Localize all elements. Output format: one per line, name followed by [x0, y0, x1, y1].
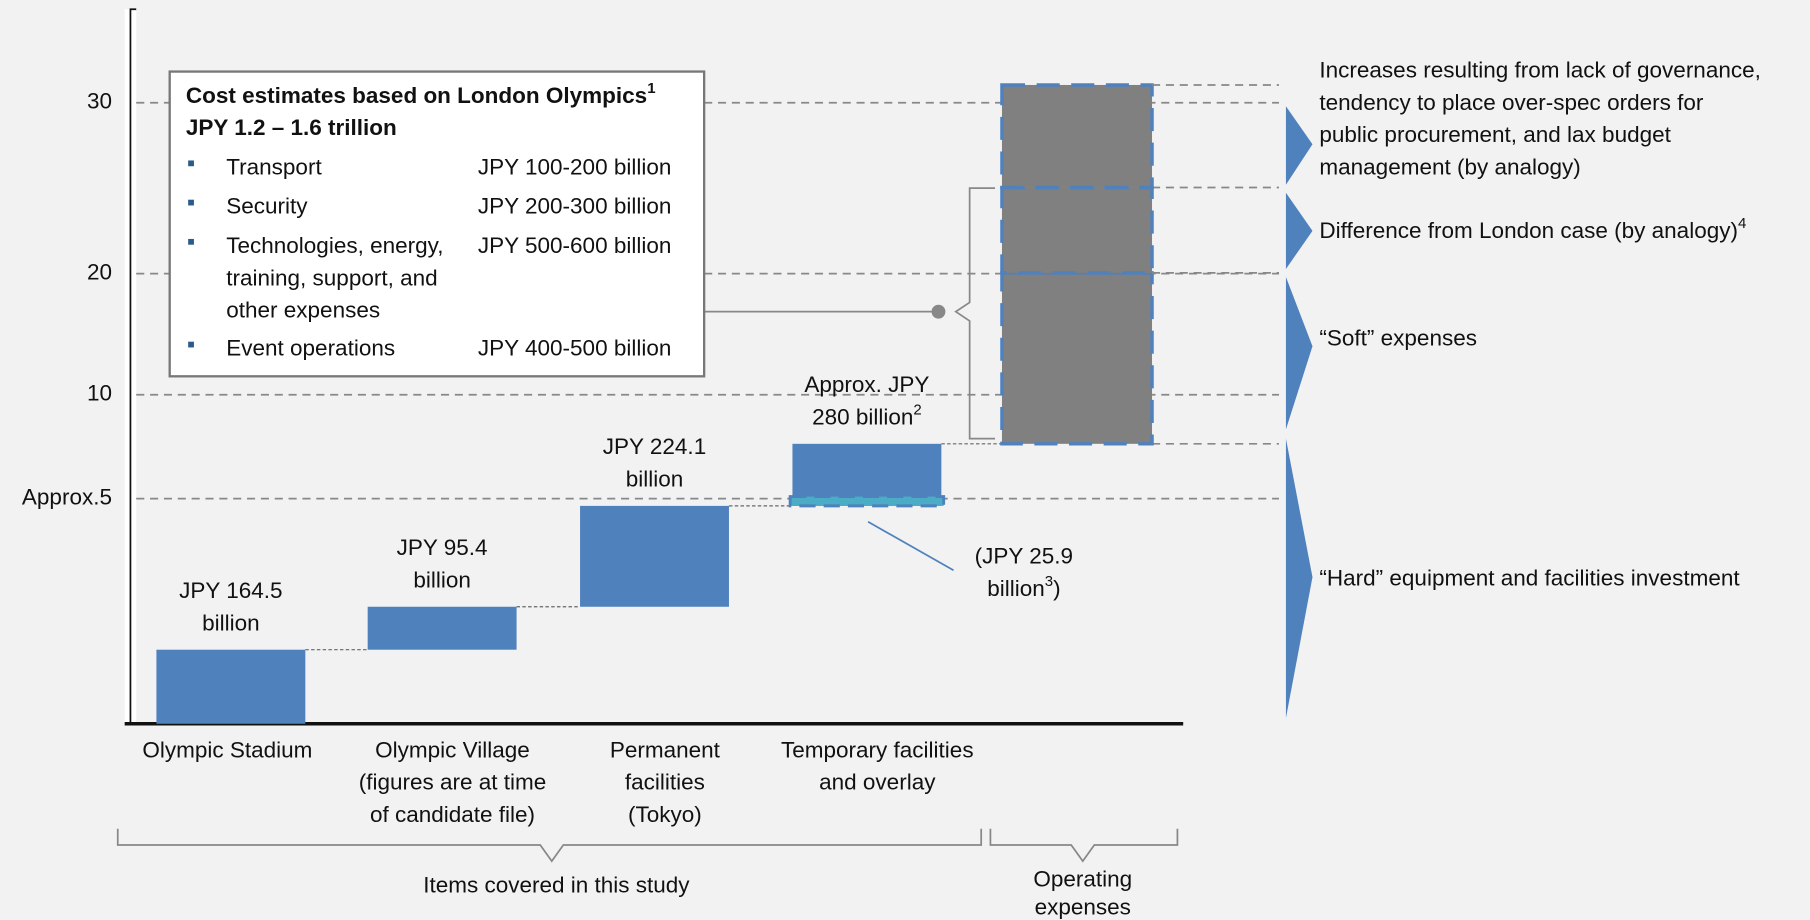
bullet [188, 160, 194, 167]
highlight-bar [788, 495, 946, 508]
right-label-text: tendency to place over-spec orders for [1319, 90, 1703, 115]
y-axis [129, 8, 137, 724]
x-tick-label: (figures are at time [359, 770, 547, 795]
value-label-text: billion [626, 466, 684, 491]
item-amount: JPY 500-600 billion [478, 233, 671, 258]
highlight-label: (JPY 25.9 [975, 543, 1073, 568]
bullet [188, 238, 194, 245]
group-label: Operating [1033, 867, 1132, 892]
value-label: JPY 95.4 [397, 535, 488, 560]
bar [367, 606, 517, 650]
value-label-text: JPY 95.4 [397, 535, 488, 560]
right-label-text: “Soft” expenses [1319, 325, 1477, 350]
right-label-text: Difference from London case (by analogy) [1319, 218, 1738, 243]
value-label: 280 billion2 [812, 401, 922, 429]
bullet [188, 341, 194, 348]
x-tick-label: of candidate file) [370, 802, 535, 827]
right-label: public procurement, and lax budget [1319, 122, 1671, 147]
item-name: training, support, and [226, 265, 437, 290]
item-amount: JPY 100-200 billion [478, 154, 671, 179]
operating-segment [1000, 271, 1154, 446]
x-tick-label: facilities [625, 770, 705, 795]
y-tick-label: 10 [87, 381, 112, 406]
group-label: expenses [1035, 894, 1131, 919]
right-label: management (by analogy) [1319, 154, 1580, 179]
right-label: Increases resulting from lack of governa… [1319, 58, 1760, 83]
footnote-mark: 2 [913, 401, 921, 418]
range-arrow [1285, 438, 1313, 718]
highlight-label: billion3) [987, 573, 1060, 601]
group-bracket [116, 828, 983, 863]
highlight-label-suffix: ) [1053, 576, 1060, 601]
highlight-label-text: billion [987, 576, 1045, 601]
value-label: billion [626, 466, 684, 491]
x-tick-label: Olympic Village [375, 737, 530, 762]
bar [580, 505, 729, 607]
footnote-mark: 4 [1738, 215, 1746, 232]
right-label: Difference from London case (by analogy)… [1319, 215, 1746, 243]
y-tick-label: 20 [87, 260, 112, 285]
pointer [867, 521, 954, 571]
value-label: Approx. JPY [804, 372, 929, 397]
range-arrow [1285, 106, 1313, 185]
range-arrow [1285, 192, 1313, 269]
value-label: JPY 164.5 [179, 578, 282, 603]
item-name: Technologies, energy, [226, 233, 443, 258]
right-label: “Hard” equipment and facilities investme… [1319, 565, 1740, 590]
operating-segment [1000, 185, 1154, 275]
x-tick-label: Olympic Stadium [142, 737, 312, 762]
right-label-text: management (by analogy) [1319, 154, 1580, 179]
item-name: other expenses [226, 298, 380, 323]
value-label-text: billion [202, 610, 260, 635]
highlight-label-text: (JPY 25.9 [975, 543, 1073, 568]
item-amount: JPY 400-500 billion [478, 336, 671, 361]
bullet [188, 199, 194, 206]
group-label: Items covered in this study [423, 872, 690, 897]
value-label: billion [413, 567, 471, 592]
footnote-mark: 1 [647, 80, 655, 97]
x-tick-label: Temporary facilities [781, 737, 974, 762]
item-name: Event operations [226, 336, 395, 361]
right-label-text: public procurement, and lax budget [1319, 122, 1671, 147]
info-box [168, 70, 706, 378]
footnote-mark: 3 [1045, 573, 1053, 590]
x-tick-label: (Tokyo) [628, 802, 702, 827]
y-tick-label: Approx.5 [22, 485, 112, 510]
value-label-text: billion [413, 567, 471, 592]
info-title-text: Cost estimates based on London Olympics [186, 83, 647, 108]
item-name: Transport [226, 154, 322, 179]
right-label: tendency to place over-spec orders for [1319, 90, 1703, 115]
bar [156, 649, 306, 724]
y-tick-label: 30 [87, 89, 112, 114]
range-arrow [1285, 277, 1313, 430]
x-tick-label: and overlay [819, 770, 936, 795]
value-label-text: JPY 164.5 [179, 578, 282, 603]
value-label: JPY 224.1 [603, 434, 706, 459]
value-label-text: JPY 224.1 [603, 434, 706, 459]
value-label-text: Approx. JPY [804, 372, 929, 397]
value-label: billion [202, 610, 260, 635]
group-bracket [989, 828, 1179, 863]
right-label-text: Increases resulting from lack of governa… [1319, 58, 1760, 83]
operating-segment [1000, 83, 1154, 190]
x-tick-label: Permanent [610, 737, 721, 762]
info-title: Cost estimates based on London Olympics1 [186, 80, 656, 108]
value-label-text: 280 billion [812, 404, 913, 429]
item-name: Security [226, 194, 308, 219]
brace [954, 187, 996, 440]
right-label: “Soft” expenses [1319, 325, 1477, 350]
right-label-text: “Hard” equipment and facilities investme… [1319, 565, 1740, 590]
info-subtitle: JPY 1.2 – 1.6 trillion [186, 115, 397, 140]
item-amount: JPY 200-300 billion [478, 194, 671, 219]
connector-dot [931, 304, 946, 319]
